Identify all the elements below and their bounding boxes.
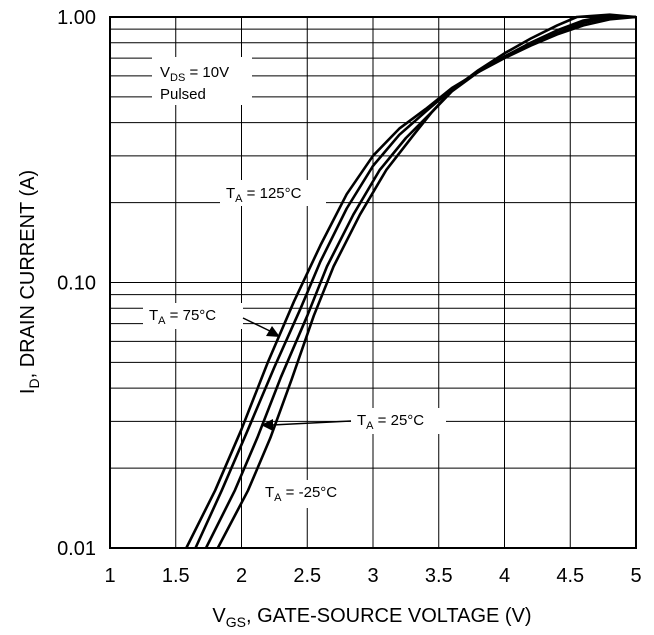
x-tick-label: 3 xyxy=(367,565,378,587)
arrow-head-75c xyxy=(266,326,280,337)
label-bg-125 xyxy=(220,180,326,206)
x-tick-label: 1 xyxy=(104,565,115,587)
y-tick-label: 1.00 xyxy=(57,7,96,29)
series-line-1 xyxy=(194,15,636,549)
x-axis-title: VGS, GATE-SOURCE VOLTAGE (V) xyxy=(212,605,531,630)
y-axis-title: ID, DRAIN CURRENT (A) xyxy=(17,170,42,394)
arrow-head-25c xyxy=(261,419,273,431)
y-tick-label: 0.01 xyxy=(57,538,96,560)
y-tick-labels: 0.01 0.10 1.00 xyxy=(57,7,96,560)
curves xyxy=(185,13,637,549)
x-tick-label: 5 xyxy=(630,565,641,587)
x-tick-label: 2 xyxy=(236,565,247,587)
conditions-box xyxy=(152,57,252,105)
x-tick-label: 2.5 xyxy=(293,565,321,587)
series-label-minus25c: TA = -25°C xyxy=(265,484,337,504)
x-tick-label: 4 xyxy=(499,565,510,587)
series-line-0 xyxy=(185,15,637,549)
x-tick-label: 4.5 xyxy=(556,565,584,587)
conditions-line1: VDS = 10V xyxy=(160,64,229,84)
x-tick-label: 1.5 xyxy=(162,565,190,587)
series-line-2 xyxy=(204,14,637,549)
x-tick-label: 3.5 xyxy=(425,565,453,587)
series-label-75c: TA = 75°C xyxy=(149,307,216,327)
series-label-25c: TA = 25°C xyxy=(357,412,424,432)
arrow-line-75c xyxy=(242,317,273,333)
plot-frame xyxy=(109,16,637,549)
series-label-125c: TA = 125°C xyxy=(226,185,302,205)
conditions-line2: Pulsed xyxy=(160,86,206,103)
series-line-3 xyxy=(216,13,637,549)
label-bg-75 xyxy=(143,303,243,329)
label-bg-m25 xyxy=(259,480,351,508)
x-tick-labels: 1 1.5 2 2.5 3 3.5 4 4.5 5 xyxy=(104,565,641,587)
y-tick-label: 0.10 xyxy=(57,273,96,295)
arrow-line-25c xyxy=(271,420,352,426)
label-bg-25 xyxy=(351,408,446,434)
